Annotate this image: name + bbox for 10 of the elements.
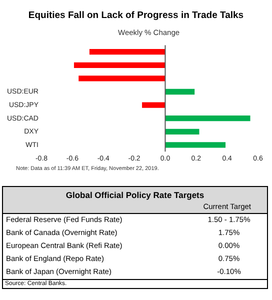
bar — [74, 62, 166, 68]
bar — [165, 128, 200, 134]
bar — [142, 102, 166, 108]
bar — [165, 142, 226, 148]
bar — [165, 116, 250, 122]
bar — [89, 49, 166, 55]
chart-title: Equities Fall on Lack of Progress in Trade Talks — [27, 9, 245, 23]
bar — [165, 88, 195, 95]
text: Global Official Policy Rate Targets — [64, 189, 206, 202]
bar — [78, 76, 166, 82]
